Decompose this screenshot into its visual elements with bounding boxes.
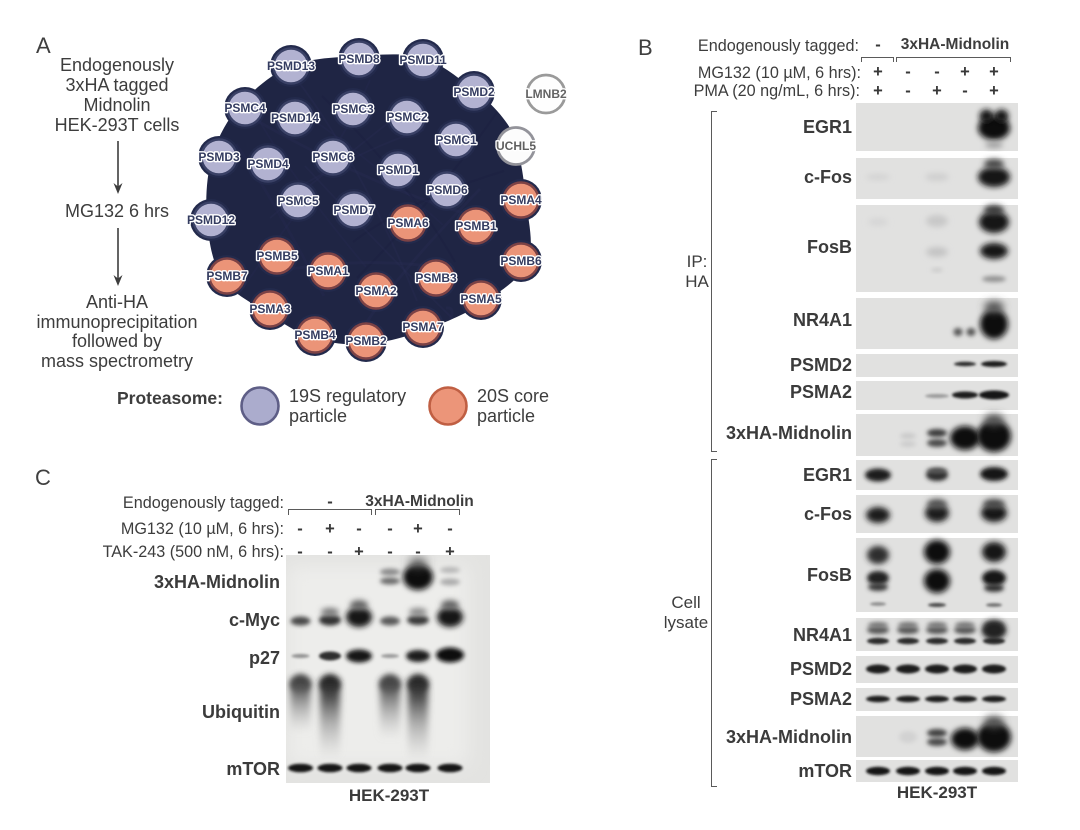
svg-text:PSMB2: PSMB2 [345, 334, 387, 348]
svg-text:PSMA1: PSMA1 [307, 264, 349, 278]
svg-text:PSMA2: PSMA2 [355, 284, 397, 298]
svg-text:PSMD7: PSMD7 [333, 203, 375, 217]
svg-text:PSMA4: PSMA4 [500, 193, 542, 207]
svg-text:PSMC1: PSMC1 [435, 133, 477, 147]
svg-text:PSMD6: PSMD6 [426, 183, 468, 197]
svg-text:PSMC5: PSMC5 [277, 194, 319, 208]
svg-text:PSMA3: PSMA3 [249, 302, 291, 316]
svg-text:PSMB1: PSMB1 [455, 219, 497, 233]
svg-text:PSMD14: PSMD14 [271, 111, 319, 125]
svg-text:PSMD8: PSMD8 [338, 52, 380, 66]
svg-text:PSMC6: PSMC6 [312, 150, 354, 164]
svg-text:PSMA6: PSMA6 [387, 216, 429, 230]
svg-text:PSMC4: PSMC4 [224, 101, 266, 115]
svg-text:LMNB2: LMNB2 [525, 87, 567, 101]
svg-text:PSMB4: PSMB4 [294, 328, 336, 342]
svg-text:PSMA5: PSMA5 [460, 292, 502, 306]
svg-text:PSMA7: PSMA7 [402, 320, 444, 334]
svg-text:PSMC3: PSMC3 [332, 102, 374, 116]
svg-text:PSMD1: PSMD1 [377, 163, 419, 177]
svg-text:UCHL5: UCHL5 [496, 139, 536, 153]
svg-text:PSMB5: PSMB5 [256, 249, 298, 263]
svg-text:PSMB3: PSMB3 [415, 271, 457, 285]
svg-text:PSMC2: PSMC2 [386, 110, 428, 124]
svg-text:PSMB7: PSMB7 [206, 269, 248, 283]
svg-text:PSMD3: PSMD3 [198, 150, 240, 164]
svg-text:PSMD2: PSMD2 [453, 85, 495, 99]
svg-text:PSMD11: PSMD11 [399, 53, 447, 67]
svg-text:PSMB6: PSMB6 [500, 254, 542, 268]
svg-text:PSMD13: PSMD13 [267, 59, 315, 73]
svg-text:PSMD12: PSMD12 [187, 213, 235, 227]
svg-text:PSMD4: PSMD4 [247, 157, 289, 171]
